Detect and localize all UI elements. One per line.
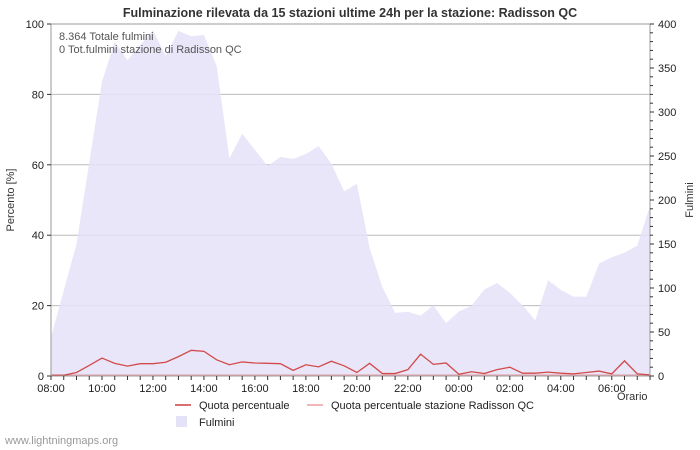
- svg-text:22:00: 22:00: [394, 383, 422, 395]
- svg-text:02:00: 02:00: [496, 383, 524, 395]
- svg-text:100: 100: [658, 283, 676, 295]
- svg-text:00:00: 00:00: [445, 383, 473, 395]
- svg-text:Quota percentuale stazione Rad: Quota percentuale stazione Radisson QC: [331, 400, 534, 412]
- svg-text:14:00: 14:00: [190, 383, 218, 395]
- svg-text:10:00: 10:00: [88, 383, 116, 395]
- svg-text:150: 150: [658, 239, 676, 251]
- svg-text:0 Tot.fulmini stazione di Radi: 0 Tot.fulmini stazione di Radisson QC: [59, 44, 242, 56]
- svg-text:Fulmini: Fulmini: [684, 182, 696, 217]
- svg-text:08:00: 08:00: [37, 383, 65, 395]
- svg-text:Orario: Orario: [617, 391, 648, 403]
- svg-text:16:00: 16:00: [241, 383, 269, 395]
- svg-text:Percento [%]: Percento [%]: [5, 169, 17, 232]
- svg-text:8.364 Totale fulmini: 8.364 Totale fulmini: [59, 31, 154, 43]
- svg-text:04:00: 04:00: [547, 383, 575, 395]
- svg-text:www.lightningmaps.org: www.lightningmaps.org: [4, 435, 118, 447]
- svg-text:Fulmini: Fulmini: [199, 417, 234, 429]
- svg-text:100: 100: [26, 19, 44, 31]
- svg-text:Quota percentuale: Quota percentuale: [199, 400, 290, 412]
- svg-text:350: 350: [658, 63, 676, 75]
- svg-text:200: 200: [658, 195, 676, 207]
- svg-text:0: 0: [38, 371, 44, 383]
- svg-text:80: 80: [32, 89, 44, 101]
- svg-text:18:00: 18:00: [292, 383, 320, 395]
- svg-text:12:00: 12:00: [139, 383, 167, 395]
- svg-text:60: 60: [32, 160, 44, 172]
- svg-text:20:00: 20:00: [343, 383, 371, 395]
- svg-text:40: 40: [32, 230, 44, 242]
- svg-text:300: 300: [658, 107, 676, 119]
- svg-text:250: 250: [658, 151, 676, 163]
- svg-text:20: 20: [32, 301, 44, 313]
- svg-text:400: 400: [658, 19, 676, 31]
- svg-text:50: 50: [658, 327, 670, 339]
- svg-text:0: 0: [658, 371, 664, 383]
